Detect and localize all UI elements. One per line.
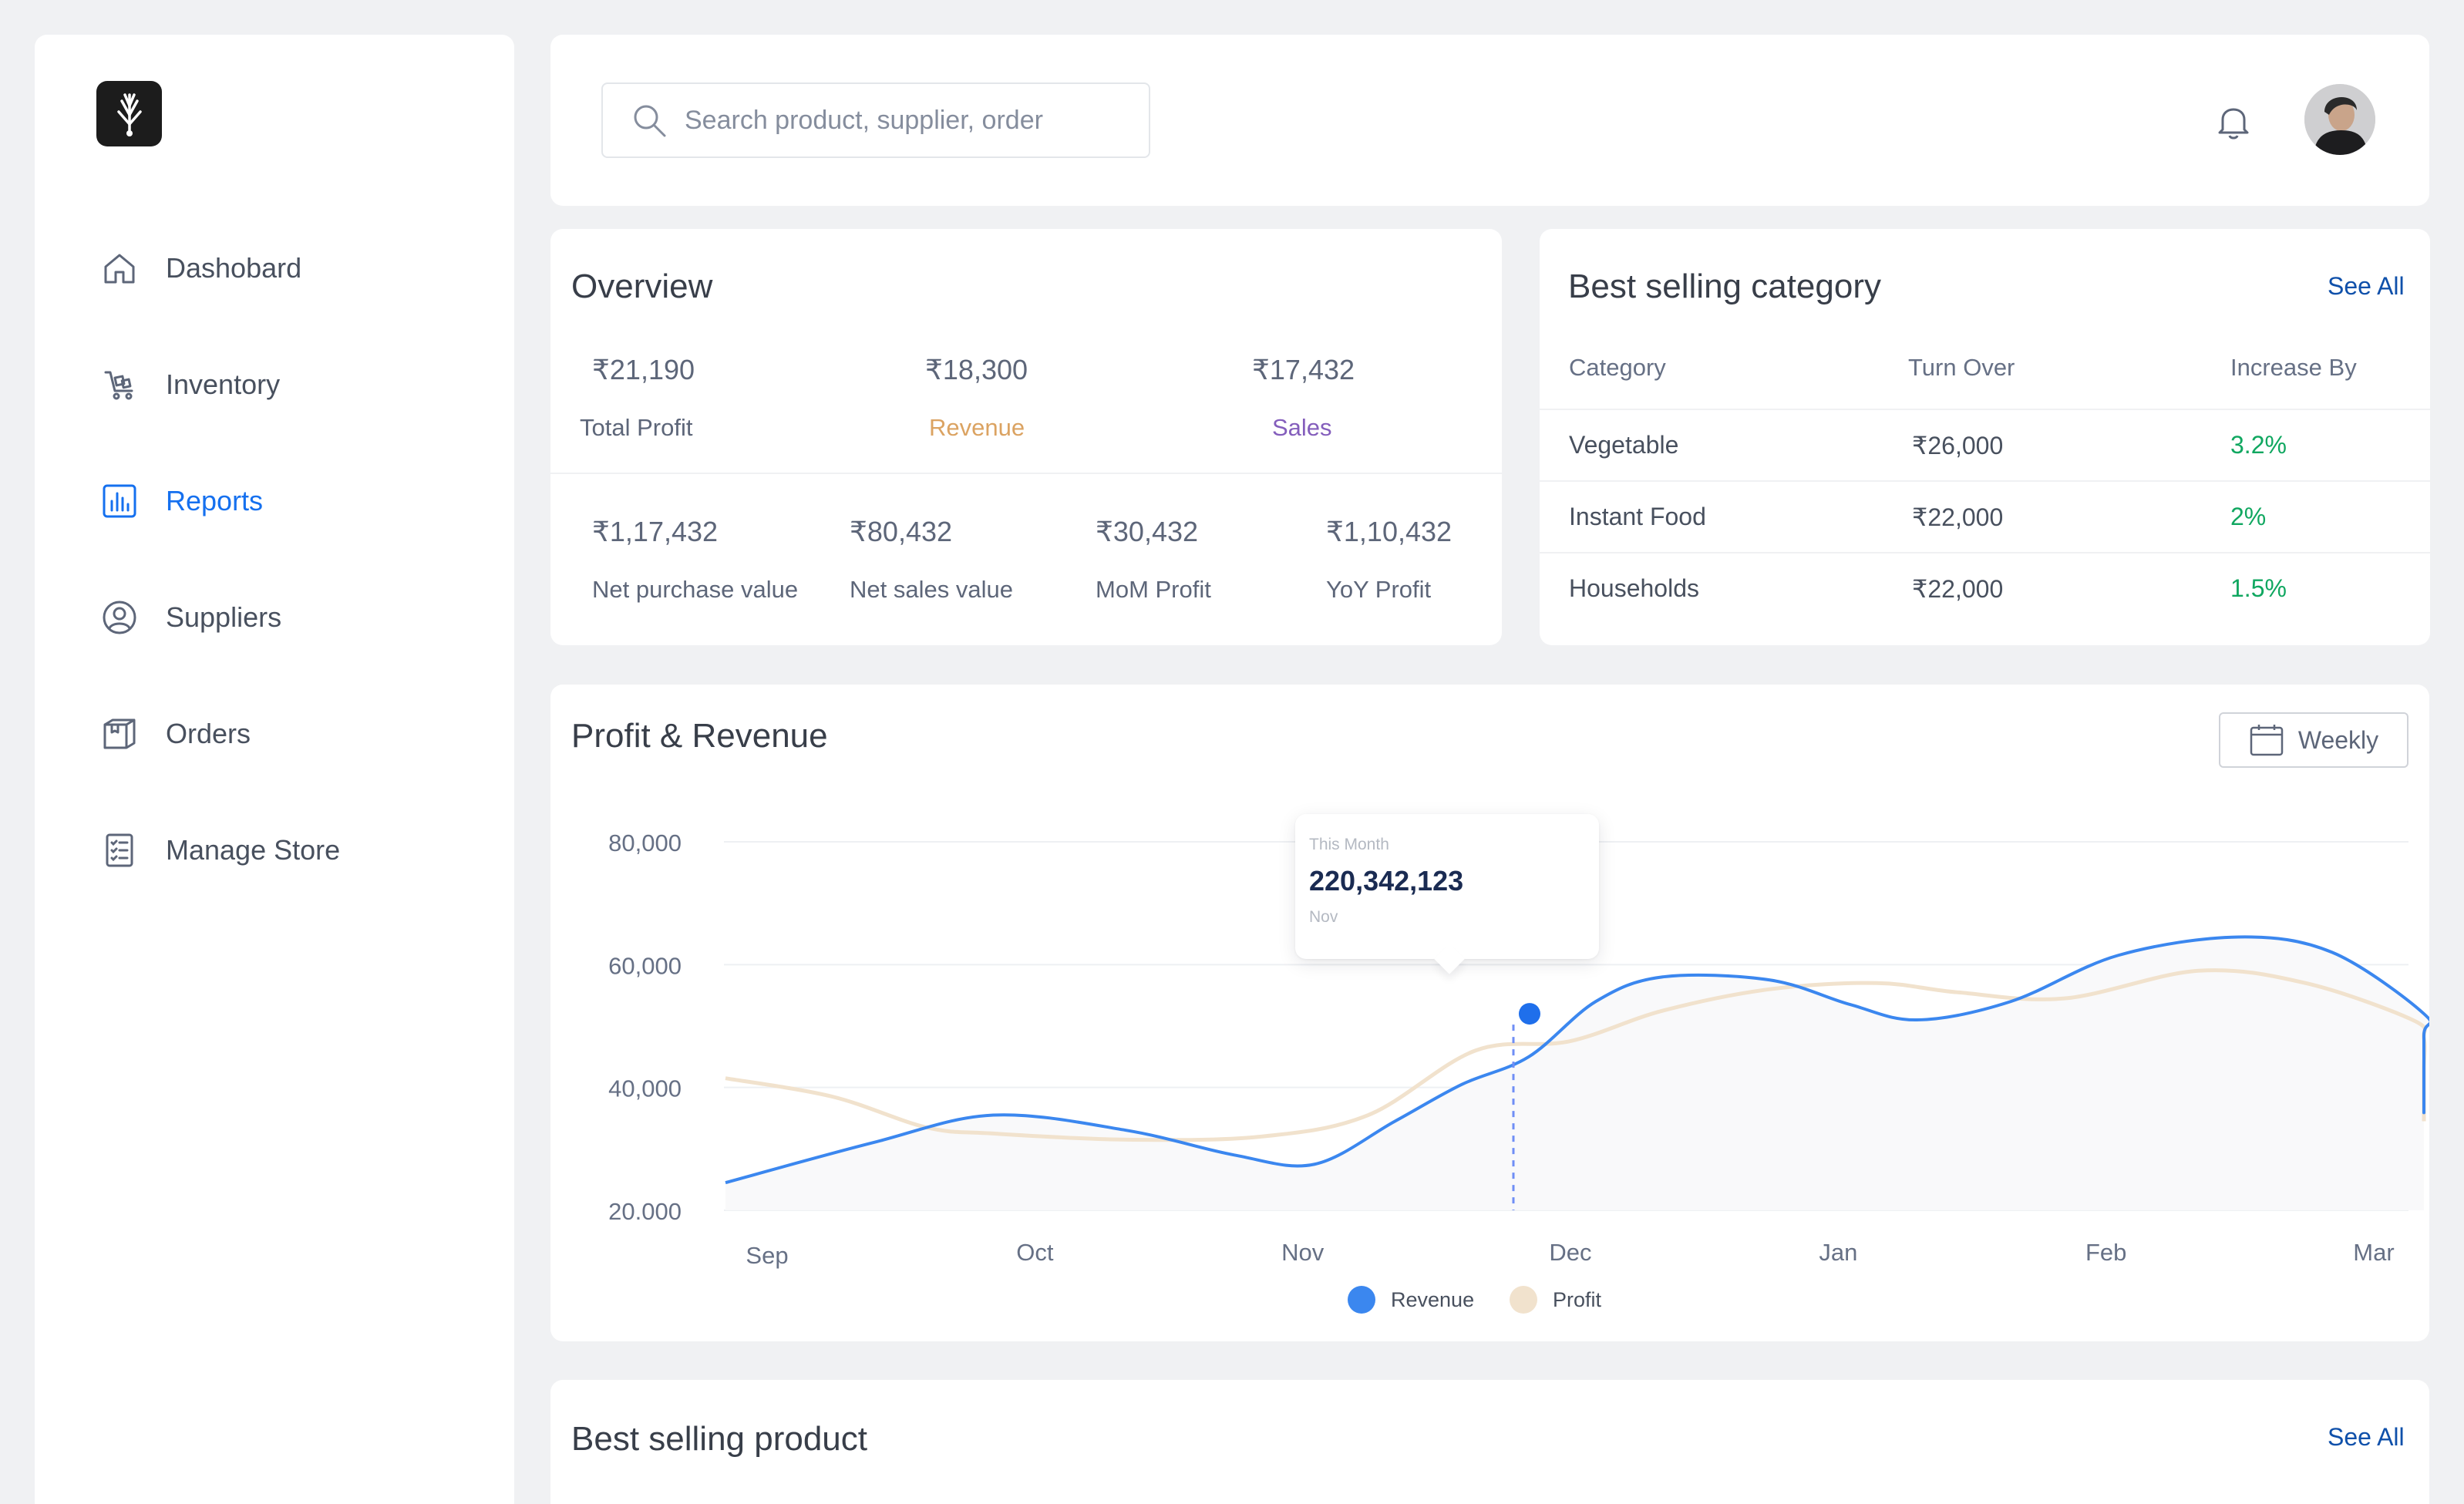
x-tick-label: Nov bbox=[1281, 1239, 1325, 1266]
tooltip-caption: This Month bbox=[1309, 836, 1389, 853]
yoy-profit-label: YoY Profit bbox=[1326, 576, 1432, 603]
sidebar-item-inventory[interactable]: Inventory bbox=[99, 354, 485, 416]
manage-store-checklist-icon bbox=[99, 830, 140, 870]
overview-card: Overview ₹21,190 Total Profit ₹18,300 Re… bbox=[550, 229, 1502, 645]
category-title: Best selling category bbox=[1568, 267, 1881, 305]
products-title: Best selling product bbox=[571, 1420, 867, 1458]
sidebar-item-label: Dashobard bbox=[166, 252, 302, 284]
x-tick-label: Oct bbox=[1016, 1239, 1054, 1266]
sidebar: Dashobard Inventory Reports Suppliers Or… bbox=[35, 35, 514, 1504]
legend-revenue[interactable]: Revenue bbox=[1348, 1286, 1474, 1314]
y-tick-label: 60,000 bbox=[608, 952, 682, 979]
sidebar-item-label: Reports bbox=[166, 485, 264, 516]
table-cell-increase: 3.2% bbox=[2230, 431, 2287, 459]
mom-profit-value: ₹30,432 bbox=[1096, 516, 1199, 547]
tooltip-value: 220,342,123 bbox=[1309, 865, 1464, 897]
sales-value: ₹17,432 bbox=[1252, 354, 1355, 385]
mom-profit-label: MoM Profit bbox=[1096, 576, 1211, 603]
reports-chart-icon bbox=[99, 481, 140, 521]
profit-revenue-card: 80,000 60,000 40,000 20.000 Sep Oct Nov Dec Jan F… bbox=[550, 685, 2429, 1341]
app-logo[interactable] bbox=[96, 81, 162, 146]
divider bbox=[1540, 480, 2430, 482]
best-selling-product-card: Best selling product See All bbox=[550, 1380, 2429, 1504]
sidebar-item-label: Inventory bbox=[166, 368, 281, 400]
search-input[interactable] bbox=[685, 105, 1116, 136]
products-see-all-link[interactable]: See All bbox=[2328, 1423, 2405, 1451]
total-profit-label: Total Profit bbox=[580, 414, 693, 441]
net-purchase-value: ₹1,17,432 bbox=[592, 516, 719, 547]
revenue-label: Revenue bbox=[929, 414, 1025, 441]
net-sales-value: ₹80,432 bbox=[850, 516, 953, 547]
revenue-series-line bbox=[725, 935, 2429, 1185]
highlight-point bbox=[1519, 1003, 1540, 1025]
tooltip-month: Nov bbox=[1309, 908, 1338, 926]
column-header-increase: Increase By bbox=[2230, 354, 2357, 381]
table-cell-increase: 2% bbox=[2230, 503, 2267, 530]
net-purchase-label: Net purchase value bbox=[592, 576, 799, 603]
profit-revenue-chart: 80,000 60,000 40,000 20.000 Sep Oct Nov Dec Jan F… bbox=[608, 829, 2429, 1269]
weekly-period-button[interactable]: Weekly bbox=[2219, 712, 2408, 768]
table-cell-turnover: ₹26,000 bbox=[1912, 432, 2004, 459]
sidebar-item-orders[interactable]: Orders bbox=[99, 703, 485, 765]
divider bbox=[550, 473, 1502, 474]
x-tick-label: Mar bbox=[2353, 1239, 2394, 1266]
category-see-all-link[interactable]: See All bbox=[2328, 272, 2405, 300]
inventory-cart-icon bbox=[99, 365, 140, 405]
profit-series-line bbox=[725, 968, 2427, 1142]
revenue-value: ₹18,300 bbox=[925, 354, 1028, 385]
orders-box-icon bbox=[99, 714, 140, 754]
y-tick-label: 20.000 bbox=[608, 1198, 682, 1225]
avatar[interactable] bbox=[2304, 84, 2375, 155]
divider bbox=[1540, 552, 2430, 553]
legend-revenue-label: Revenue bbox=[1391, 1287, 1475, 1311]
yoy-profit-value: ₹1,10,432 bbox=[1326, 516, 1452, 547]
home-icon bbox=[99, 248, 140, 288]
legend-profit-label: Profit bbox=[1553, 1287, 1602, 1311]
legend-profit[interactable]: Profit bbox=[1510, 1286, 1601, 1314]
tree-logo-icon bbox=[116, 93, 142, 136]
calendar-icon bbox=[2250, 725, 2284, 756]
chart-title: Profit & Revenue bbox=[571, 717, 828, 755]
table-cell-increase: 1.5% bbox=[2230, 574, 2287, 602]
overview-title: Overview bbox=[571, 267, 713, 305]
search-box[interactable] bbox=[601, 82, 1150, 158]
x-tick-label: Sep bbox=[746, 1242, 788, 1269]
top-bar bbox=[550, 35, 2429, 206]
table-cell-category: Instant Food bbox=[1569, 503, 1706, 530]
best-selling-category-card: Best selling category See All Category T… bbox=[1540, 229, 2430, 645]
supplier-user-icon bbox=[99, 597, 140, 638]
table-cell-turnover: ₹22,000 bbox=[1912, 503, 2004, 531]
revenue-area bbox=[725, 937, 2429, 1210]
x-tick-label: Dec bbox=[1549, 1239, 1591, 1266]
weekly-button-label: Weekly bbox=[2297, 725, 2379, 754]
table-cell-category: Households bbox=[1569, 574, 1699, 602]
divider bbox=[1540, 409, 2430, 410]
y-tick-label: 40,000 bbox=[608, 1075, 682, 1102]
x-tick-label: Feb bbox=[2085, 1239, 2126, 1266]
table-cell-turnover: ₹22,000 bbox=[1912, 575, 2004, 603]
legend-profit-swatch bbox=[1510, 1286, 1537, 1314]
sidebar-item-dashboard[interactable]: Dashobard bbox=[99, 237, 485, 299]
sidebar-item-label: Manage Store bbox=[166, 834, 341, 866]
sidebar-item-manage-store[interactable]: Manage Store bbox=[99, 819, 485, 881]
chart-tooltip: This Month 220,342,123 Nov bbox=[1295, 814, 1599, 959]
sidebar-item-suppliers[interactable]: Suppliers bbox=[99, 587, 485, 648]
sidebar-item-label: Suppliers bbox=[166, 601, 282, 633]
column-header-category: Category bbox=[1569, 354, 1666, 381]
y-tick-label: 80,000 bbox=[608, 829, 682, 856]
total-profit-value: ₹21,190 bbox=[592, 354, 695, 385]
table-cell-category: Vegetable bbox=[1569, 431, 1679, 459]
sidebar-item-reports[interactable]: Reports bbox=[99, 470, 485, 532]
legend-revenue-swatch bbox=[1348, 1286, 1375, 1314]
x-tick-label: Jan bbox=[1819, 1239, 1857, 1266]
sidebar-item-label: Orders bbox=[166, 718, 251, 749]
bell-icon[interactable] bbox=[2212, 100, 2255, 143]
sales-label: Sales bbox=[1272, 414, 1332, 441]
net-sales-label: Net sales value bbox=[850, 576, 1013, 603]
search-icon bbox=[634, 105, 666, 137]
column-header-turnover: Turn Over bbox=[1908, 354, 2015, 381]
